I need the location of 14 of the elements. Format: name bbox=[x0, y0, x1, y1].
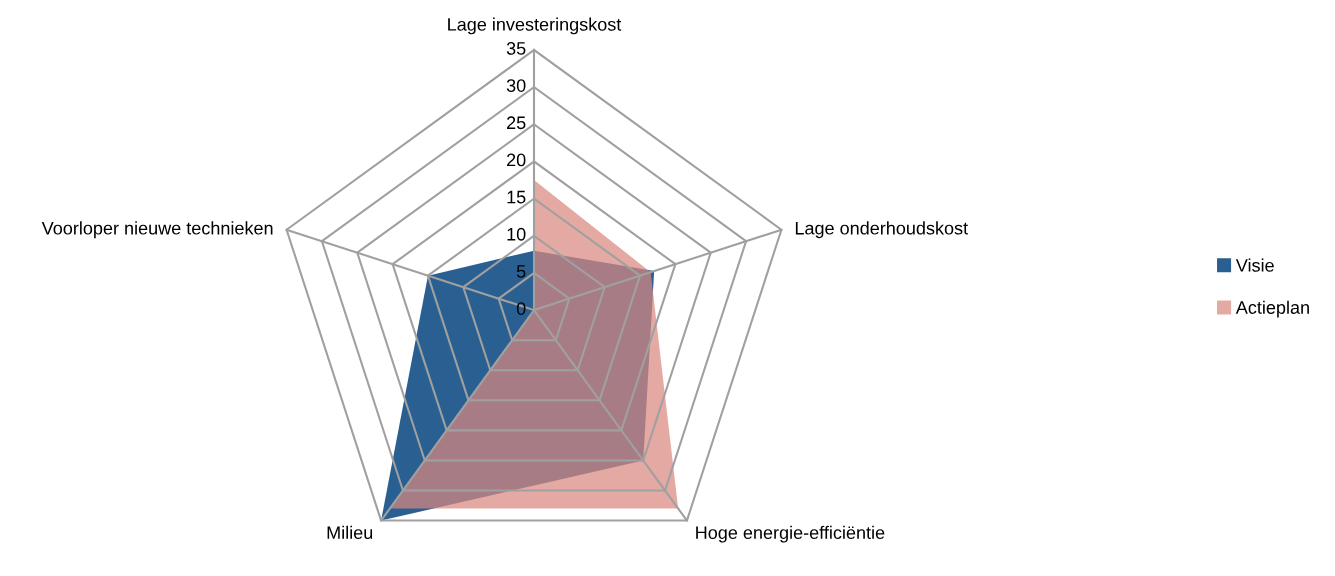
spoke-label: Voorloper nieuwe technieken bbox=[41, 221, 273, 239]
spoke-label: Hoge energie-efficiëntie bbox=[696, 525, 885, 543]
legend-label: Actieplan bbox=[1235, 300, 1309, 318]
spoke-label: Lage onderhoudskost bbox=[795, 221, 968, 239]
y-tick-label: 25 bbox=[507, 116, 526, 130]
spoke-label: Milieu bbox=[327, 525, 373, 540]
y-tick-label: 30 bbox=[506, 79, 526, 92]
legend-label: Visie bbox=[1235, 258, 1274, 272]
spoke-label: Lage investeringskost bbox=[448, 17, 622, 35]
y-tick-label: 15 bbox=[507, 190, 526, 204]
y-tick-label: 35 bbox=[506, 42, 526, 55]
y-tick-label: 10 bbox=[507, 227, 526, 241]
y-tick-label: 20 bbox=[507, 153, 526, 167]
y-tick-label: 5 bbox=[516, 265, 526, 278]
